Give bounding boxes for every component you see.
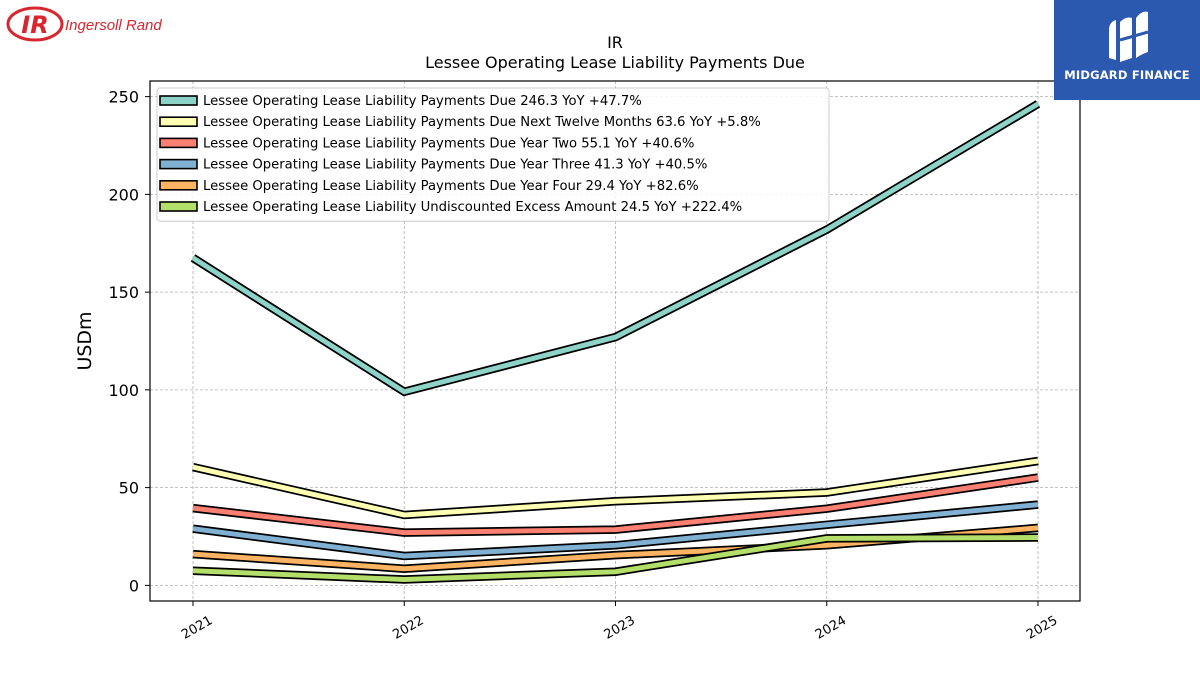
legend-swatch (159, 180, 198, 191)
legend-label: Lessee Operating Lease Liability Payment… (203, 179, 699, 194)
series-line (191, 101, 1040, 395)
series-line (192, 535, 1039, 583)
x-tick-label: 2025 (1024, 613, 1060, 643)
legend-swatch (159, 137, 198, 149)
legend-label: Lessee Operating Lease Liability Payment… (203, 158, 707, 173)
chart-subtitle: Lessee Operating Lease Liability Payment… (425, 53, 805, 72)
x-tick-label: 2024 (813, 613, 849, 643)
legend-swatch (159, 116, 198, 127)
midgard-name: MIDGARD FINANCE (1064, 68, 1190, 82)
chart-title: IR (607, 33, 623, 52)
company-name: Ingersoll Rand (65, 17, 162, 34)
legend-label: Lessee Operating Lease Liability Payment… (203, 115, 761, 130)
x-tick-label: 2022 (390, 613, 426, 643)
y-tick-label: 250 (108, 88, 139, 107)
y-tick-label: 100 (108, 381, 139, 400)
legend-swatch (159, 95, 198, 106)
ir-mark: IR (21, 11, 48, 39)
series-line (192, 475, 1039, 536)
series-line (192, 458, 1039, 518)
legend-swatch (159, 201, 198, 212)
midgard-finance-logo: MIDGARD FINANCE (1054, 0, 1200, 100)
legend-swatch (159, 158, 198, 170)
x-tick-label: 2021 (179, 613, 215, 643)
legend-box (156, 87, 830, 222)
x-tick-label: 2023 (602, 613, 638, 643)
legend: Lessee Operating Lease Liability Payment… (156, 87, 830, 222)
series-lines (190, 100, 1041, 584)
y-tick-label: 200 (108, 185, 139, 204)
y-axis-label: USDm (74, 311, 96, 370)
ingersoll-rand-logo: IR Ingersoll Rand (6, 4, 176, 44)
y-tick-label: 0 (129, 576, 139, 595)
legend-label: Lessee Operating Lease Liability Undisco… (203, 200, 742, 215)
midgard-emblem-icon (1109, 11, 1149, 62)
legend-label: Lessee Operating Lease Liability Payment… (203, 136, 694, 151)
y-tick-label: 150 (108, 283, 139, 302)
y-tick-label: 50 (119, 479, 139, 498)
legend-label: Lessee Operating Lease Liability Payment… (203, 94, 642, 109)
ir-badge-icon: IR Ingersoll Rand (6, 6, 162, 42)
series-line (192, 502, 1039, 559)
